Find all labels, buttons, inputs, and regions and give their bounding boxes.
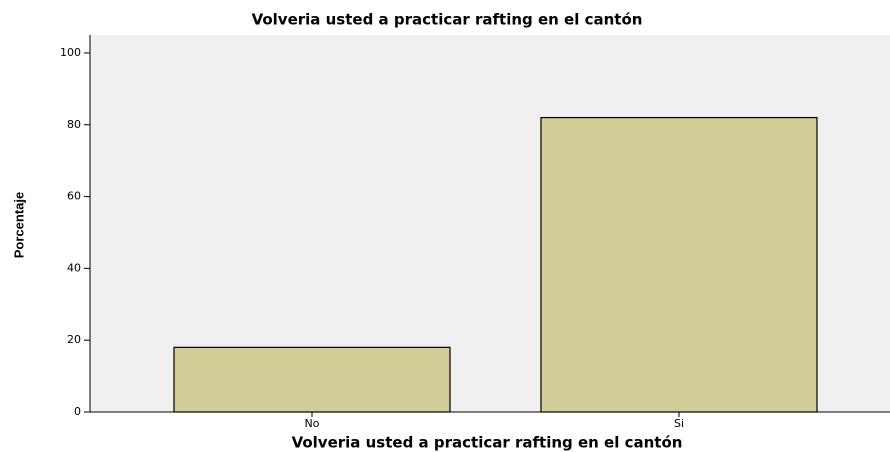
y-tick-label: 0 [74, 405, 81, 418]
x-tick-label: Si [674, 417, 684, 430]
y-tick-label: 100 [60, 46, 81, 59]
y-tick-label: 60 [67, 190, 81, 203]
y-tick-label: 20 [67, 333, 81, 346]
x-tick-label: No [305, 417, 320, 430]
chart-title: Volveria usted a practicar rafting en el… [252, 11, 643, 29]
bar [173, 346, 451, 413]
y-tick-label: 40 [67, 261, 81, 274]
x-axis-label: Volveria usted a practicar rafting en el… [292, 434, 683, 452]
y-axis-label: Porcentaje [11, 192, 26, 258]
y-tick-label: 80 [67, 118, 81, 131]
bar [540, 116, 818, 413]
